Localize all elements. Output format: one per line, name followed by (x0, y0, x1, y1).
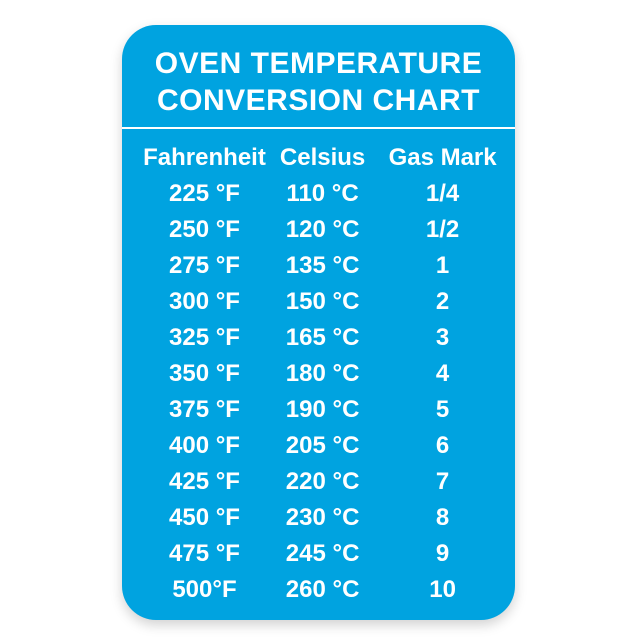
column-header-celsius: Celsius (279, 144, 366, 171)
table-body: 225 °F 110 °C 1/4 250 °F 120 °C 1/2 275 °F 135 … (122, 176, 515, 608)
table-row: 400 °F 205 °C 6 (122, 428, 515, 464)
fahrenheit-value: 300 °F (169, 288, 240, 315)
table-row: 425 °F 220 °C 7 (122, 464, 515, 500)
table-row: 250 °F 120 °C 1/2 (122, 212, 515, 248)
table-row: 450 °F 230 °C 8 (122, 500, 515, 536)
table-row: 475 °F 245 °C 9 (122, 536, 515, 572)
table-row: 375 °F 190 °C 5 (122, 392, 515, 428)
celsius-value: 110 °C (286, 180, 359, 207)
fahrenheit-value: 425 °F (169, 468, 240, 495)
celsius-value: 135 °C (285, 252, 360, 279)
celsius-value: 180 °C (285, 360, 360, 387)
chart-title-line1: OVEN TEMPERATURE (154, 47, 483, 80)
fahrenheit-value: 375 °F (169, 396, 240, 423)
gas-mark-value: 4 (435, 360, 450, 387)
fahrenheit-value: 500°F (172, 576, 237, 603)
fahrenheit-value: 350 °F (169, 360, 240, 387)
table-row: 325 °F 165 °C 3 (122, 320, 515, 356)
celsius-value: 260 °C (285, 576, 360, 603)
celsius-value: 245 °C (285, 540, 360, 567)
conversion-table: Fahrenheit Celsius Gas Mark 225 °F 110 °C… (122, 140, 515, 608)
gas-mark-value: 6 (435, 432, 450, 459)
fahrenheit-value: 400 °F (169, 432, 240, 459)
conversion-chart-magnet: OVEN TEMPERATURE CONVERSION CHART Fahren… (122, 25, 515, 620)
celsius-value: 150 °C (285, 288, 360, 315)
chart-title-line2: CONVERSION CHART (156, 84, 480, 117)
gas-mark-value: 3 (435, 324, 450, 351)
gas-mark-value: 2 (435, 288, 450, 315)
celsius-value: 230 °C (285, 504, 360, 531)
table-row: 275 °F 135 °C 1 (122, 248, 515, 284)
column-header-fahrenheit: Fahrenheit (143, 144, 266, 171)
table-row: 350 °F 180 °C 4 (122, 356, 515, 392)
fahrenheit-value: 250 °F (169, 216, 240, 243)
fahrenheit-value: 325 °F (169, 324, 240, 351)
chart-title: OVEN TEMPERATURE CONVERSION CHART (122, 25, 515, 119)
gas-mark-value: 10 (429, 576, 456, 603)
table-row: 500°F 260 °C 10 (122, 572, 515, 608)
gas-mark-value: 1/2 (425, 216, 460, 243)
gas-mark-value: 1 (435, 252, 450, 279)
column-header-gas-mark: Gas Mark (388, 144, 497, 171)
fahrenheit-value: 225 °F (169, 180, 240, 207)
gas-mark-value: 8 (435, 504, 450, 531)
table-row: 225 °F 110 °C 1/4 (122, 176, 515, 212)
celsius-value: 220 °C (285, 468, 360, 495)
title-separator (122, 127, 515, 129)
celsius-value: 205 °C (285, 432, 360, 459)
celsius-value: 120 °C (285, 216, 360, 243)
fahrenheit-value: 450 °F (169, 504, 240, 531)
celsius-value: 165 °C (285, 324, 360, 351)
fahrenheit-value: 275 °F (169, 252, 240, 279)
celsius-value: 190 °C (285, 396, 360, 423)
fahrenheit-value: 475 °F (169, 540, 240, 567)
gas-mark-value: 7 (435, 468, 450, 495)
table-header-row: Fahrenheit Celsius Gas Mark (122, 140, 515, 176)
gas-mark-value: 1/4 (425, 180, 460, 207)
table-row: 300 °F 150 °C 2 (122, 284, 515, 320)
gas-mark-value: 5 (435, 396, 450, 423)
gas-mark-value: 9 (435, 540, 450, 567)
